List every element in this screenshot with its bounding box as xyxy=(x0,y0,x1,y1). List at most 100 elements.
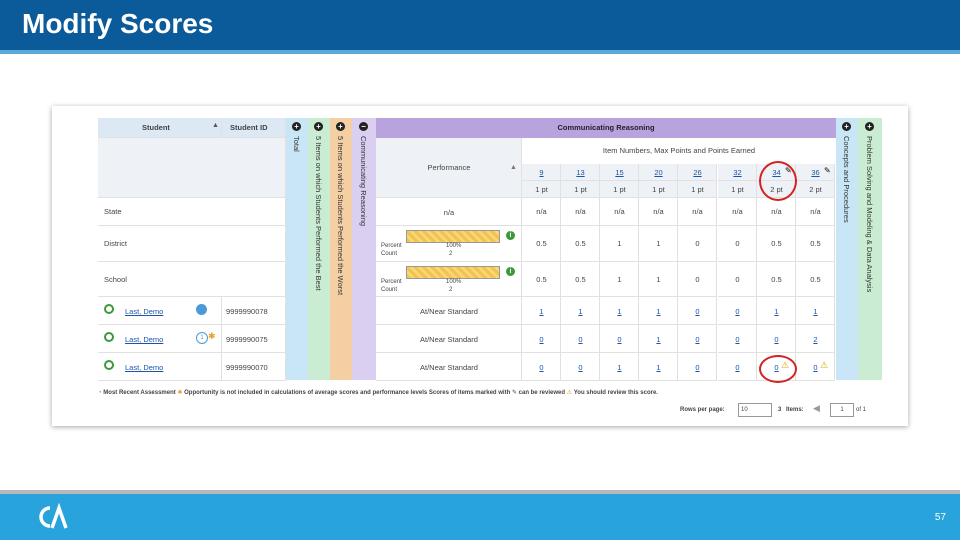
student-name-link[interactable]: Last, Demo xyxy=(125,363,164,372)
item-number-link[interactable]: 20 xyxy=(654,168,663,177)
score-link[interactable]: 0 xyxy=(735,363,740,372)
item-number-link[interactable]: 15 xyxy=(615,168,624,177)
score-cell xyxy=(522,262,561,297)
student-id-cell xyxy=(222,325,286,353)
score-link[interactable]: 0 xyxy=(735,335,740,344)
item-number-link[interactable]: 36 xyxy=(811,168,820,177)
rows-per-page-input[interactable]: 10 xyxy=(738,403,772,417)
score-value: n/a xyxy=(732,207,743,216)
score-link[interactable]: 0 xyxy=(735,307,740,316)
highlight-ring xyxy=(759,355,797,383)
score-link[interactable]: 1 xyxy=(813,307,818,316)
performance-header[interactable] xyxy=(376,138,522,198)
score-link[interactable]: 1 xyxy=(617,307,622,316)
collapse-claim-icon[interactable]: − xyxy=(359,122,368,131)
legend: ◔ Most Recent Assessment ✱ Opportunity i… xyxy=(98,389,888,396)
score-value: 0 xyxy=(735,274,740,284)
claim-header xyxy=(376,118,836,138)
student-header[interactable] xyxy=(98,118,222,138)
score-link[interactable]: 0 xyxy=(539,335,544,344)
attempt-badge: 1 xyxy=(196,332,208,344)
item-number-link[interactable]: 32 xyxy=(733,168,742,177)
score-cell xyxy=(718,198,757,226)
max-points-label: 1 pt xyxy=(535,185,548,194)
student-name-link[interactable]: Last, Demo xyxy=(125,307,164,316)
concepts-column xyxy=(836,118,858,380)
score-link[interactable]: 1 xyxy=(656,307,661,316)
score-cell xyxy=(561,226,600,262)
performance-bar xyxy=(406,230,500,243)
score-cell xyxy=(718,226,757,262)
score-link[interactable]: 1 xyxy=(617,363,622,372)
performance-header-label: Performance xyxy=(427,163,471,172)
item-number-link[interactable]: 26 xyxy=(693,168,702,177)
info-icon[interactable]: i xyxy=(506,267,515,276)
ca-logo-icon xyxy=(39,502,68,529)
expand-total-icon[interactable]: + xyxy=(292,122,301,131)
score-link[interactable]: 0 xyxy=(539,363,544,372)
info-icon[interactable]: i xyxy=(506,231,515,240)
legend-not-included: Opportunity is not included in calculati… xyxy=(184,390,428,396)
student-id: 9999990070 xyxy=(226,363,268,372)
score-link[interactable]: 0 xyxy=(695,307,700,316)
score-link[interactable]: 1 xyxy=(578,307,583,316)
score-cell xyxy=(796,262,835,297)
footer-divider xyxy=(0,490,960,494)
student-name-link[interactable]: Last, Demo xyxy=(125,335,164,344)
score-value: n/a xyxy=(536,207,547,216)
magnifier-icon[interactable] xyxy=(104,304,114,314)
score-link[interactable]: 0 xyxy=(578,335,583,344)
student-row xyxy=(98,325,222,353)
score-cell xyxy=(678,262,717,297)
percent-label: Percent xyxy=(381,243,402,249)
score-link[interactable]: 0 xyxy=(813,363,818,372)
item-number-cell xyxy=(718,164,757,181)
legend-review-warning: You should review this score. xyxy=(573,390,658,396)
score-value: 0.5 xyxy=(810,239,821,248)
score-cell xyxy=(718,353,757,381)
score-link[interactable]: 0 xyxy=(774,335,779,344)
performance-cell xyxy=(376,198,522,226)
score-cell xyxy=(757,198,796,226)
score-link[interactable]: 1 xyxy=(656,335,661,344)
prev-page-icon[interactable]: ◀ xyxy=(813,403,820,413)
header-blank-left xyxy=(98,138,286,198)
expand-problem-icon[interactable]: + xyxy=(865,122,874,131)
magnifier-icon[interactable] xyxy=(104,360,114,370)
student-id-header[interactable] xyxy=(222,118,286,138)
max-points-cell xyxy=(561,181,600,198)
item-number-cell xyxy=(796,164,835,181)
highlight-ring xyxy=(759,161,797,201)
score-link[interactable]: 0 xyxy=(695,363,700,372)
magnifier-icon[interactable] xyxy=(104,332,114,342)
score-link[interactable]: 1 xyxy=(656,363,661,372)
performance-bar xyxy=(406,266,500,279)
legend-reviewed: Scores of items marked with xyxy=(428,390,511,396)
score-value: 1 xyxy=(617,239,622,248)
items-count: 3 xyxy=(778,407,782,413)
page-input[interactable]: 1 xyxy=(830,403,854,417)
score-value: n/a xyxy=(614,207,625,216)
score-link[interactable]: 1 xyxy=(774,307,779,316)
score-link[interactable]: 0 xyxy=(695,335,700,344)
score-value: n/a xyxy=(692,207,703,216)
score-link[interactable]: 0 xyxy=(617,335,622,344)
item-number-cell xyxy=(561,164,600,181)
score-link[interactable]: 0 xyxy=(578,363,583,372)
score-cell xyxy=(600,198,639,226)
expand-worst-icon[interactable]: + xyxy=(336,122,345,131)
item-number-link[interactable]: 9 xyxy=(539,168,544,177)
score-link[interactable]: 2 xyxy=(813,335,818,344)
claim-header-label: Communicating Reasoning xyxy=(557,123,655,132)
expand-concepts-icon[interactable]: + xyxy=(842,122,851,131)
clock-icon xyxy=(196,304,207,315)
score-link[interactable]: 1 xyxy=(539,307,544,316)
score-cell xyxy=(639,262,678,297)
item-number-link[interactable]: 13 xyxy=(576,168,585,177)
count-value: 2 xyxy=(449,287,453,293)
performance-sort-icon[interactable]: ▲ xyxy=(510,164,517,171)
percent-value: 100% xyxy=(446,279,462,285)
score-cell xyxy=(600,325,639,353)
expand-best-icon[interactable]: + xyxy=(314,122,323,131)
sort-icon[interactable]: ▲ xyxy=(212,122,219,129)
